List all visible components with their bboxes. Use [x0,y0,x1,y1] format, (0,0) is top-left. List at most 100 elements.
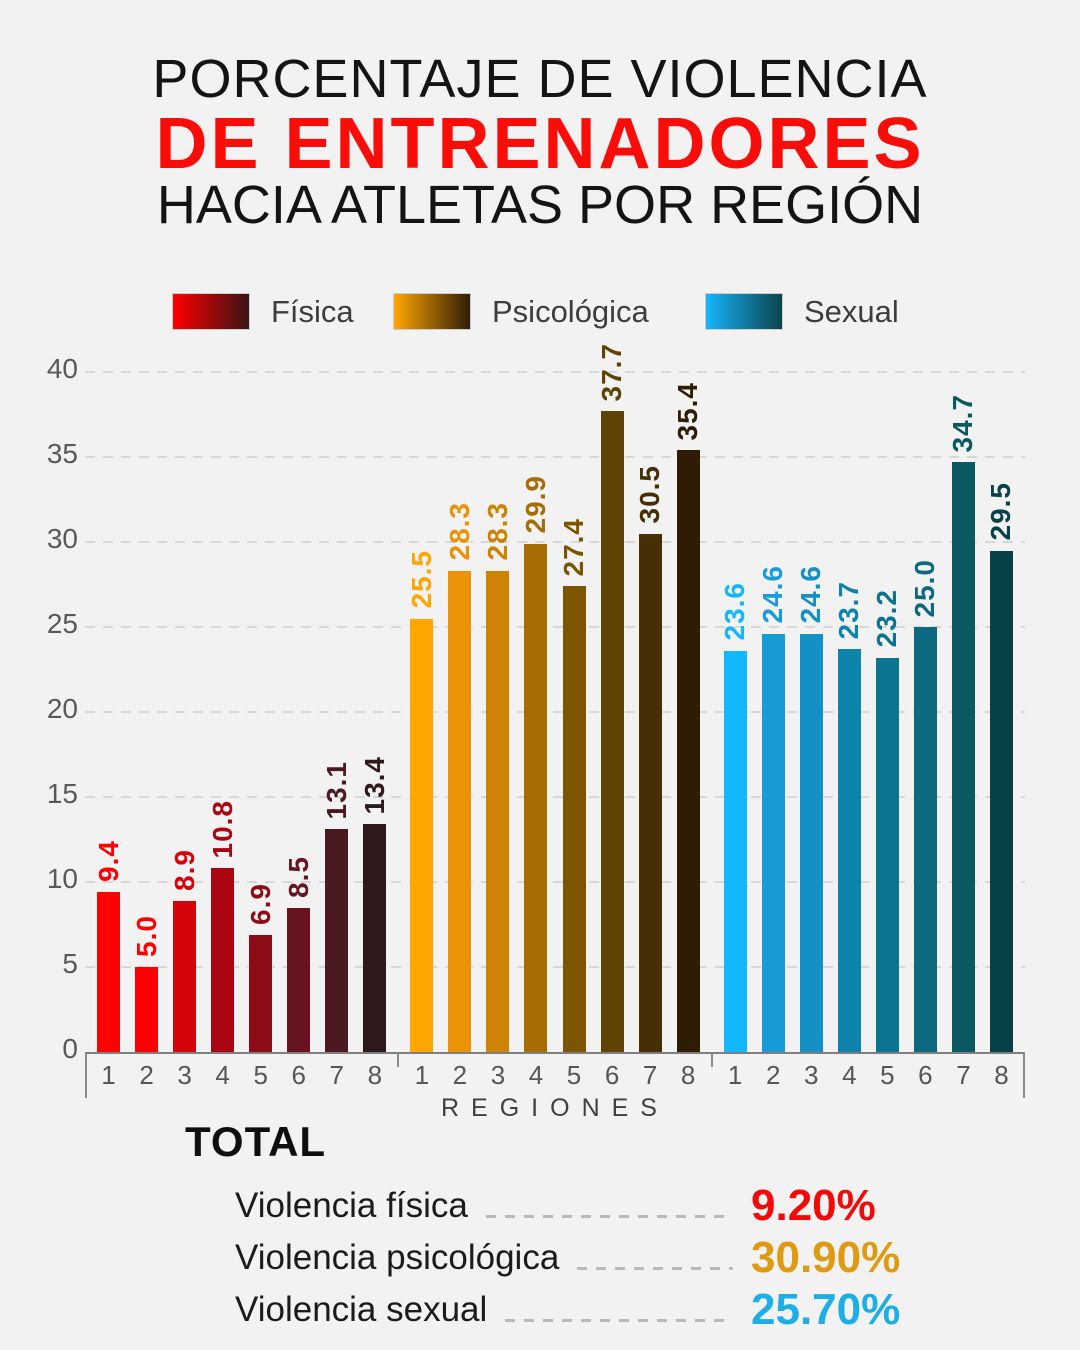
bar-value-label: 13.4 [358,755,390,815]
bar-cell: 5.0 2 [130,372,162,1088]
bar-value-label: 29.5 [985,482,1017,541]
bar-value-label: 25.5 [405,550,437,609]
bar-cell: 25.0 6 [909,372,940,1089]
x-axis-tick-label: 3 [177,1060,192,1090]
x-axis-tick-label: 8 [994,1060,1009,1090]
bar-value-label: 9.4 [92,840,124,883]
x-axis-tick-label: 6 [291,1060,306,1090]
group-separator-1 [397,1052,400,1067]
x-axis-tick-label: 7 [329,1060,345,1090]
bar-value-label: 6.9 [244,882,276,925]
y-axis-tick-label: 10 [46,863,78,894]
bar [913,627,937,1052]
bar [761,633,785,1052]
x-axis-tick-label: 5 [253,1060,268,1090]
bar-value-label: 8.5 [282,855,314,898]
bar-value-label: 35.4 [672,381,704,441]
bar-cell: 30.5 7 [634,372,666,1088]
legend-swatch-3 [705,293,783,330]
y-axis-tick-label: 5 [62,948,78,979]
bar [989,550,1013,1052]
bar-value-label: 10.8 [206,799,238,859]
bar-cell: 23.2 5 [871,372,903,1088]
x-axis-tick-label: 8 [367,1060,383,1090]
bar-cell: 6.9 5 [244,372,276,1088]
bar-value-label: 28.3 [443,502,475,561]
bar [524,543,548,1052]
bar [486,570,510,1052]
x-axis-tick-label: 4 [528,1060,544,1090]
gridline-30 [85,541,1025,543]
x-axis-tick-label: 1 [727,1060,743,1090]
y-axis-tick-label: 15 [46,778,78,809]
legend: Física Psicológica Sexual [0,293,1080,333]
group-separator-2 [710,1052,713,1067]
bar [173,900,197,1052]
totals: TOTAL Violencia física 9.20% Violencia psi… [185,1118,963,1336]
bar-value-label: 30.5 [634,465,666,524]
total-leader-line [505,1318,733,1322]
bar-value-label: 23.7 [833,580,865,640]
bar-cell: 8.9 3 [169,372,200,1088]
bar-value-label: 29.9 [519,475,551,534]
gridline-10 [85,881,1025,883]
total-label: Violencia sexual [235,1290,488,1329]
bar [562,586,586,1052]
total-leader-line [577,1266,733,1270]
total-leader-line [485,1214,733,1218]
x-axis-tick-label: 8 [680,1060,696,1090]
total-value: 9.20% [751,1181,876,1230]
bar [410,618,434,1052]
bar-cell: 25.5 1 [405,372,437,1088]
bar-value-label: 23.2 [871,589,903,648]
bar-value-label: 28.3 [481,502,513,561]
x-axis-tick-label: 1 [414,1060,430,1090]
legend-item: Física [172,293,354,330]
y-axis-tick-label: 0 [62,1033,78,1064]
y-axis-tick-label: 30 [46,523,78,554]
bar [638,533,662,1052]
legend-label: Física [271,293,354,329]
x-axis-tick-label: 6 [604,1060,620,1090]
legend-label: Sexual [804,293,899,329]
bar-value-label: 5.0 [130,915,162,957]
bar-chart: REGIONES 0 5 10 15 20 25 30 35 40 9.4 1 5.0 2 8.9 3 10.… [47,343,1025,1122]
bar [837,649,861,1052]
legend-swatch-2 [393,293,471,330]
bar-cell: 23.7 4 [833,372,865,1088]
title-line-1: PORCENTAJE DE VIOLENCIA [152,49,928,109]
title-line-2: DE ENTRENADORES [155,104,925,184]
bar-cell: 35.4 8 [672,372,704,1088]
gridline-40 [85,371,1025,373]
bar-value-label: 23.6 [719,582,751,641]
bar-cell: 9.4 1 [92,372,124,1088]
bar-cell: 10.8 4 [206,372,238,1088]
gridline-20 [85,711,1025,713]
y-axis-tick-label: 40 [46,353,78,384]
bar-value-label: 27.4 [558,517,590,577]
axis-bracket-right [1023,1052,1025,1098]
bar-cell: 28.3 2 [443,372,475,1088]
bar-cell: 13.1 7 [321,372,352,1088]
x-axis-tick-label: 5 [880,1060,895,1090]
x-axis-tick-label: 2 [452,1060,468,1090]
legend-label: Psicológica [492,293,649,329]
x-axis-tick-label: 6 [918,1060,933,1090]
bar-cell: 24.6 3 [795,372,826,1088]
bar [363,824,387,1052]
bar [676,450,700,1052]
legend-item: Sexual [705,293,899,330]
bar-value-label: 24.6 [757,565,789,624]
total-row: Violencia psicológica 30.90% [235,1232,963,1284]
gridline-35 [85,456,1025,458]
bar [97,892,120,1052]
total-row: Violencia sexual 25.70% [235,1284,963,1336]
x-axis-line [85,1052,1025,1054]
bar [135,967,159,1052]
bar [951,462,975,1052]
total-label: Violencia psicológica [235,1238,560,1277]
bar-cell: 23.6 1 [719,372,751,1088]
bar-group-sexual: 23.6 1 24.6 2 24.6 3 23.7 4 23.2 5 25.0 6 34.7 7 29.5 8 [712,372,1025,1089]
total-value: 25.70% [751,1285,901,1334]
